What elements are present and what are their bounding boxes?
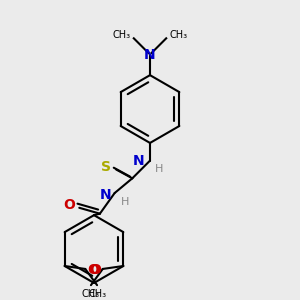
Text: N: N: [100, 188, 112, 202]
Text: CH₃: CH₃: [88, 289, 106, 299]
Text: S: S: [101, 160, 111, 174]
Text: H: H: [154, 164, 163, 174]
Text: CH₃: CH₃: [169, 30, 187, 40]
Text: O: O: [63, 198, 75, 212]
Text: CH₃: CH₃: [82, 289, 100, 299]
Text: N: N: [144, 47, 156, 61]
Text: N: N: [133, 154, 144, 168]
Text: CH₃: CH₃: [113, 30, 131, 40]
Text: O: O: [89, 263, 101, 278]
Text: O: O: [87, 263, 99, 278]
Text: H: H: [121, 197, 129, 208]
